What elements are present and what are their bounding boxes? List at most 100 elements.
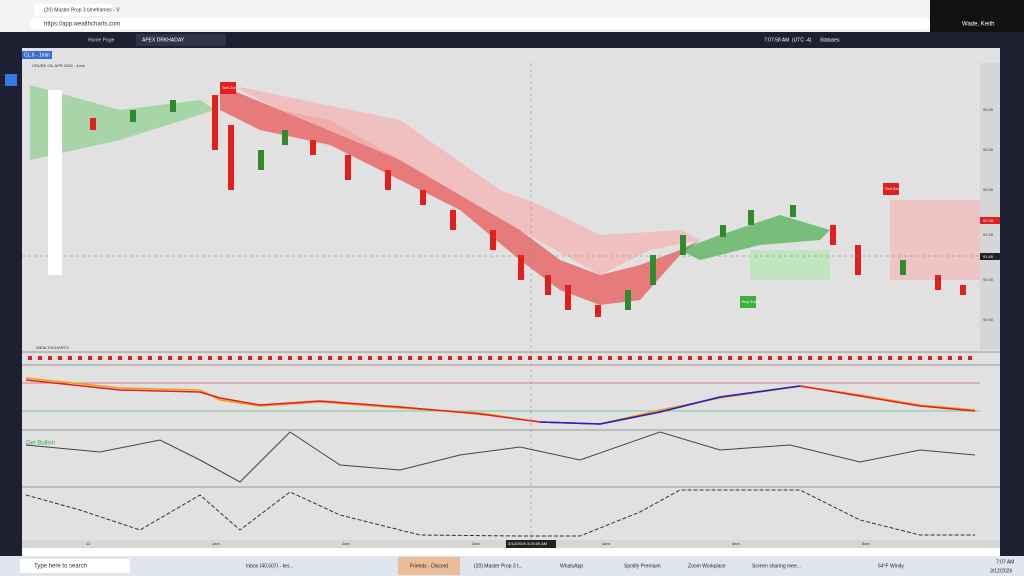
taskbar <box>0 556 1024 576</box>
candle <box>545 275 551 295</box>
crosshair-time: 3/12/2026 3:25:00 AM <box>508 541 547 546</box>
time-label: 4am <box>602 541 610 546</box>
buy-zone-area <box>750 250 830 280</box>
browser-tab[interactable] <box>34 4 112 16</box>
symbol: CL.6 - 1min <box>24 52 50 58</box>
candle <box>90 118 96 130</box>
app-header <box>0 32 1024 48</box>
price-label: 92.00 <box>983 187 994 192</box>
sell-zone-label: Sell Zone <box>885 186 903 191</box>
candle <box>720 225 726 237</box>
chart-header: CRUDE OIL APR 2026 - 1min <box>32 63 85 68</box>
last-price-box <box>980 253 1000 260</box>
time-label: 3am <box>472 541 480 546</box>
drawing-toolbar[interactable] <box>48 90 62 275</box>
tab-title: (20) Master Prop 3 timeframes - V <box>44 7 120 13</box>
candle <box>345 155 351 180</box>
zone-price-box <box>980 217 1000 224</box>
stoch-line <box>25 489 975 537</box>
status: Statuses <box>820 37 840 43</box>
right-toolbar <box>1000 48 1024 556</box>
candle <box>680 235 686 255</box>
time-label: 5am <box>732 541 740 546</box>
candle <box>830 225 836 245</box>
price-label: 90.50 <box>983 317 994 322</box>
timezone: (UTC -4) <box>792 37 812 43</box>
candle <box>228 125 234 190</box>
taskbar-app[interactable]: Screen sharing mee... <box>752 563 801 569</box>
candle <box>565 285 571 310</box>
weather: 54°F Windy <box>878 563 904 569</box>
taskbar-app[interactable]: WhatsApp <box>560 563 583 569</box>
taskbar-app[interactable]: Friends - Discord <box>410 563 448 569</box>
user-name: Wade, Keith <box>962 22 994 28</box>
candle <box>960 285 966 295</box>
price-label: 92.50 <box>983 147 994 152</box>
sell-zone-label: Sell Zone <box>222 85 240 90</box>
price-label: 93.00 <box>983 107 994 112</box>
active-tab-bg <box>136 34 226 46</box>
search-text: Type here to search <box>34 564 87 570</box>
candle <box>282 130 288 145</box>
candle <box>420 190 426 205</box>
highlight <box>398 557 460 575</box>
sell-badge <box>220 82 236 94</box>
osc-line-blue <box>539 385 801 425</box>
time-label: 12 <box>86 541 91 546</box>
clock: 7:07:58 AM <box>764 37 789 43</box>
video-tile <box>930 0 1024 32</box>
candle <box>625 290 631 310</box>
crosshair-time-box <box>506 540 556 548</box>
candle <box>900 260 906 275</box>
url: https://app.wealthcharts.com <box>44 22 120 28</box>
indicator-name: WEALTHCHARTS <box>36 345 69 350</box>
price-label: 91.00 <box>983 277 994 282</box>
app-tab[interactable]: APEX DRKHADAY <box>142 37 185 43</box>
candle <box>935 275 941 290</box>
candle <box>650 255 656 285</box>
time-label: 1am <box>212 541 220 546</box>
candle <box>385 170 391 190</box>
left-toolbar <box>0 48 22 556</box>
taskbar-date: 3/12/2026 <box>990 568 1012 574</box>
buy-badge <box>740 296 756 308</box>
candle <box>595 305 601 317</box>
chart-area <box>22 48 1000 546</box>
candle <box>490 230 496 250</box>
candle <box>790 205 796 217</box>
zone-price: 92.30 <box>983 218 994 223</box>
price-axis <box>980 63 1000 350</box>
symbol-box <box>22 51 52 59</box>
candle <box>170 100 176 112</box>
time-label: 6am <box>862 541 870 546</box>
candles <box>52 90 966 317</box>
taskbar-app[interactable]: Inbox (40,507) - kei... <box>246 563 293 569</box>
time-label: 2am <box>342 541 350 546</box>
taskbar-app[interactable]: (20) Master Prop 3 t... <box>474 563 523 569</box>
candle <box>855 245 861 275</box>
osc-line <box>25 379 976 425</box>
buy-zone-label: Buy Zone <box>742 299 760 304</box>
add-button[interactable] <box>5 74 17 86</box>
pink-cloud <box>230 85 700 275</box>
search-box[interactable] <box>20 559 130 573</box>
candle <box>748 210 754 225</box>
candle <box>212 95 218 150</box>
taskbar-app[interactable]: Zoom Workplace <box>688 563 726 569</box>
address-bar[interactable] <box>30 18 930 29</box>
app-tab[interactable]: Home Page <box>88 37 115 43</box>
candle <box>450 210 456 230</box>
candle <box>310 140 316 155</box>
taskbar-app[interactable]: Spotify Premium <box>624 563 661 569</box>
candle <box>130 110 136 122</box>
indicator-note: Get Bullish <box>26 441 55 447</box>
candle <box>258 150 264 170</box>
sell-badge <box>883 183 899 195</box>
last-price: 91.65 <box>983 254 994 259</box>
candle <box>518 255 524 280</box>
green-cloud <box>680 215 830 260</box>
taskbar-time: 7:07 AM <box>996 559 1014 565</box>
green-cloud <box>30 85 215 160</box>
